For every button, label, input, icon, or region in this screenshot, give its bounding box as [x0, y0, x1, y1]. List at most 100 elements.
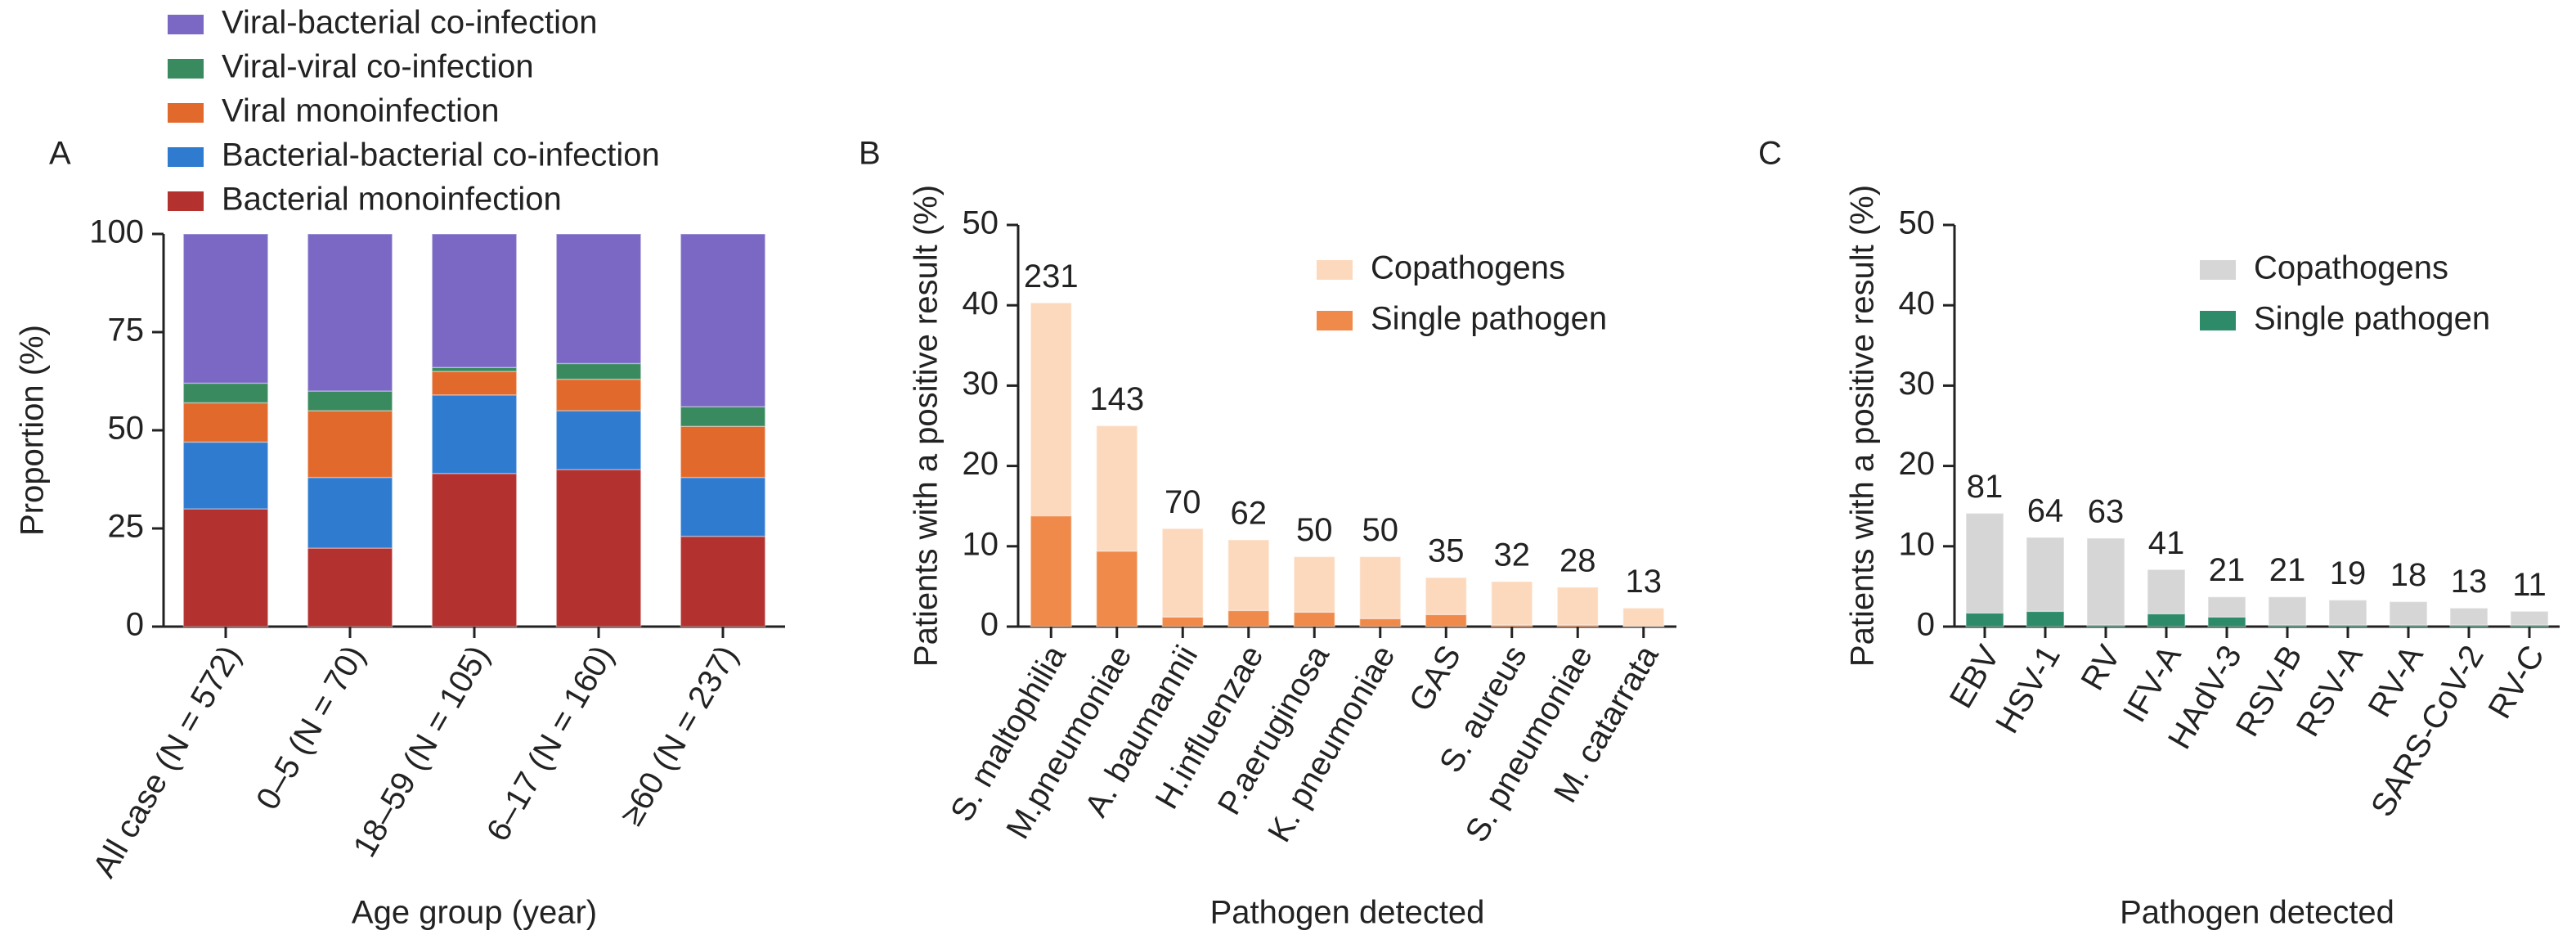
y-tick-label: 50: [1899, 205, 1936, 241]
bar-segment: [555, 410, 642, 470]
bar-segment: [555, 233, 642, 365]
y-axis-title: Proportion (%): [15, 325, 51, 536]
count-label: 11: [2512, 567, 2547, 603]
panel-letter: A: [49, 136, 71, 172]
x-tick-label: All case (N = 572): [86, 640, 248, 883]
bar-segment: [1030, 515, 1072, 627]
y-tick-label: 0: [981, 607, 999, 643]
bar-segment: [307, 390, 393, 411]
bar-segment: [1965, 512, 2004, 614]
bar-segment: [2147, 613, 2186, 627]
bar-segment: [2086, 537, 2125, 626]
x-axis-title: Pathogen detected: [1210, 895, 1485, 931]
y-tick-label: 30: [963, 366, 999, 402]
bar-segment: [2026, 537, 2065, 613]
bar-segment: [680, 425, 766, 479]
y-tick-label: 10: [1899, 526, 1936, 562]
legend-swatch: [2200, 311, 2236, 330]
x-tick-label: 0–5 (N = 70): [249, 640, 372, 816]
bar-segment: [2268, 596, 2307, 626]
count-label: 81: [1967, 469, 2004, 505]
bar-segment: [1359, 618, 1402, 627]
count-label: 21: [2269, 552, 2306, 588]
bar-segment: [680, 476, 766, 537]
y-tick-label: 20: [1899, 446, 1936, 482]
bar-segment: [1556, 587, 1599, 626]
x-tick-label: RV: [2074, 640, 2128, 697]
bar-segment: [1030, 302, 1072, 517]
count-label: 18: [2390, 557, 2427, 593]
bar-segment: [1161, 528, 1204, 618]
count-label: 28: [1560, 542, 1596, 578]
bar-segment: [2207, 616, 2246, 627]
bar-segment: [555, 378, 642, 411]
legend-swatch: [168, 103, 204, 123]
bar-segment: [182, 508, 269, 627]
bar-segment: [307, 476, 393, 549]
bar-segment: [680, 535, 766, 627]
legend-label: Copathogens: [2254, 250, 2448, 286]
bar-segment: [431, 473, 518, 627]
y-tick-label: 75: [108, 312, 145, 348]
y-tick-label: 40: [1899, 285, 1936, 321]
x-tick-label: GAS: [1402, 640, 1468, 717]
bar-segment: [307, 410, 393, 479]
y-tick-label: 40: [963, 285, 999, 321]
legend-swatch: [2200, 260, 2236, 280]
count-label: 64: [2027, 493, 2064, 529]
bar-segment: [1227, 609, 1270, 627]
x-tick-label: 18–59 (N = 105): [347, 640, 496, 863]
bar-segment: [182, 402, 269, 443]
count-label: 70: [1165, 484, 1201, 520]
x-axis-title: Pathogen detected: [2120, 895, 2394, 931]
legend-swatch: [1317, 311, 1353, 330]
legend-label: Copathogens: [1371, 250, 1565, 286]
bar-segment: [680, 233, 766, 407]
legend-swatch: [168, 15, 204, 34]
bar-segment: [2328, 599, 2367, 626]
y-tick-label: 50: [963, 205, 999, 241]
bar-segment: [1359, 555, 1402, 619]
bar-segment: [2147, 569, 2186, 615]
legend-label: Viral-viral co-infection: [222, 49, 534, 85]
bar-segment: [307, 547, 393, 627]
count-label: 21: [2209, 552, 2246, 588]
x-tick-label: 6–17 (N = 160): [480, 640, 621, 847]
count-label: 231: [1024, 258, 1079, 294]
bar-segment: [1491, 581, 1533, 626]
y-tick-label: 100: [89, 214, 144, 250]
count-label: 35: [1428, 533, 1465, 569]
y-tick-label: 25: [108, 509, 145, 545]
bar-segment: [1227, 539, 1270, 612]
y-tick-label: 20: [963, 446, 999, 482]
y-tick-label: 50: [108, 411, 145, 447]
count-label: 63: [2088, 494, 2125, 530]
bar-segment: [431, 233, 518, 368]
legend-swatch: [168, 147, 204, 167]
legend-label: Single pathogen: [2254, 301, 2490, 337]
legend-label: Single pathogen: [1371, 301, 1607, 337]
count-label: 41: [2148, 525, 2185, 561]
legend-label: Viral-bacterial co-infection: [222, 5, 597, 41]
bar-segment: [1293, 611, 1335, 627]
bar-segment: [1293, 555, 1335, 614]
count-label: 32: [1494, 537, 1531, 573]
panel-letter: C: [1758, 136, 1782, 172]
bar-segment: [307, 233, 393, 392]
bar-segment: [1622, 607, 1665, 627]
y-tick-label: 0: [126, 607, 144, 643]
legend-swatch: [168, 191, 204, 211]
y-tick-label: 10: [963, 526, 999, 562]
bar-segment: [2389, 600, 2428, 626]
count-label: 143: [1089, 381, 1144, 417]
bar-segment: [182, 382, 269, 404]
bar-segment: [2026, 610, 2065, 627]
legend-swatch: [168, 59, 204, 79]
x-tick-label: EBV: [1943, 640, 2007, 715]
bar-segment: [182, 441, 269, 510]
count-label: 50: [1296, 512, 1333, 548]
y-axis-title: Patients with a positive result (%): [909, 185, 945, 667]
bar-segment: [1096, 550, 1138, 627]
bar-segment: [555, 362, 642, 380]
